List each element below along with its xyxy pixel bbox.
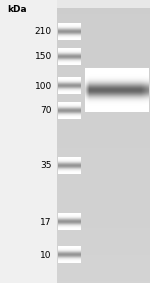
- Text: 17: 17: [40, 218, 52, 227]
- Text: kDa: kDa: [8, 5, 27, 14]
- Bar: [0, 0, 57, 283]
- Text: 210: 210: [35, 27, 52, 36]
- Text: 70: 70: [40, 106, 52, 115]
- Text: 10: 10: [40, 251, 52, 260]
- Text: 35: 35: [40, 161, 52, 170]
- Text: 100: 100: [34, 82, 52, 91]
- Bar: [57, 8, 150, 283]
- Text: 150: 150: [34, 52, 52, 61]
